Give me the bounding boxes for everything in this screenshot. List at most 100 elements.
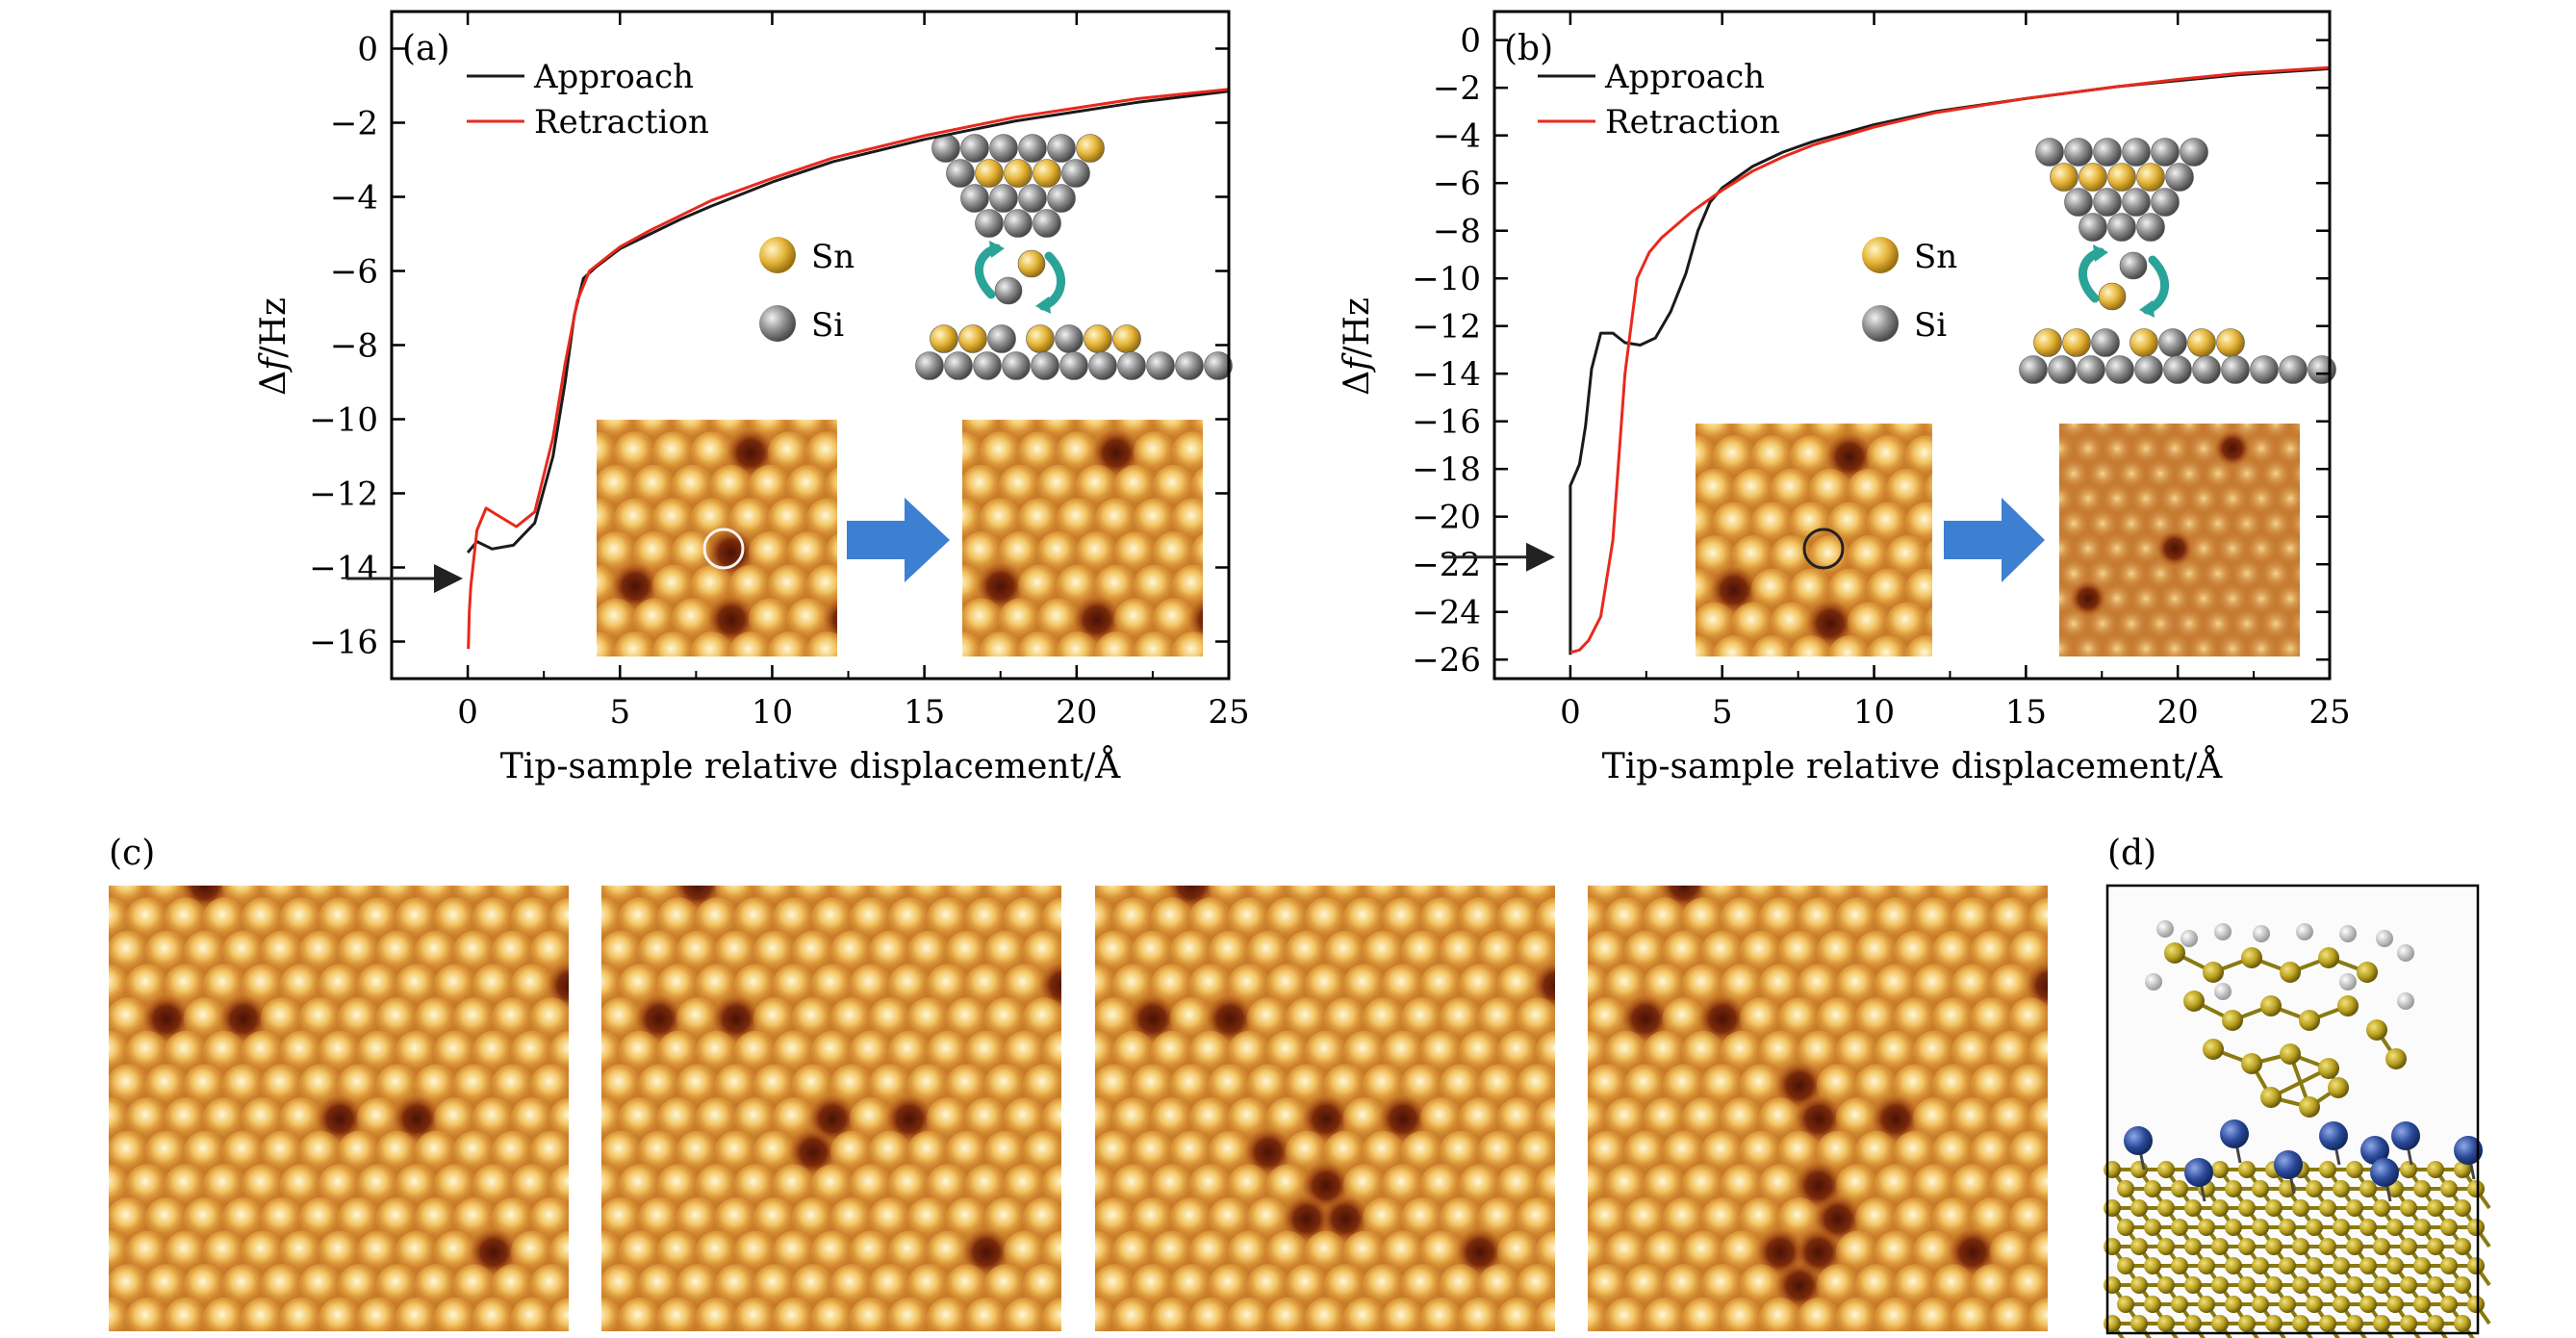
atom-spot [1131,930,1175,974]
atom-spot [1833,1330,1843,1331]
atom-spot [810,897,854,941]
atom-spot [183,1130,227,1174]
substrate-atom [2359,1296,2377,1313]
atom-spot [1131,1264,1175,1308]
atom-spot [548,1030,569,1074]
stm-image [1696,424,1932,656]
atom-spot [1228,831,1271,874]
atom-spot [1924,473,1932,507]
atom-spot [491,1130,535,1174]
atom-spot [1696,424,1698,434]
si-atom [2093,138,2122,167]
atom-spot [1739,930,1783,974]
atom-spot [279,1230,323,1274]
atom-spot [1924,540,1932,575]
atom-spot [2274,532,2300,565]
atom-spot [791,997,835,1041]
atom-spot [1750,435,1795,479]
atom-spot [1056,631,1100,656]
atom-spot [733,1297,778,1331]
atom-spot [791,1264,835,1308]
highlight-circle [1802,527,1845,570]
sn-atom [1004,159,1033,188]
si-atom [2158,328,2187,357]
atom-spot [2086,607,2119,640]
substrate-atom [2117,1257,2134,1274]
atom-spot [983,1197,1028,1241]
substrate-atom [2104,1238,2121,1255]
atom-spot [1528,831,1571,874]
sn-atom [2079,163,2107,192]
atom-spot [1379,1330,1389,1331]
atom-spot [1554,1215,1555,1223]
atom-spot [1041,1164,1061,1208]
atom-spot [452,1064,497,1108]
atom-spot [1211,565,1254,608]
atom-spot [983,1064,1028,1108]
atom-spot [676,1197,720,1241]
atom-spot [1795,1330,1804,1331]
atom-spot [2173,557,2206,590]
atom-spot [1700,1197,1745,1241]
atom-spot [1951,831,1995,874]
atom-spot [770,1330,779,1331]
atom-spot [1712,635,1756,656]
vacancy-spot [219,994,268,1043]
sn-atom [2107,163,2136,192]
substrate-atom [2117,1296,2134,1313]
atom-spot [772,1230,816,1274]
atom-spot [433,1097,477,1141]
vacancy-spot [962,1228,1010,1276]
sn-atom-blue [2274,1150,2303,1179]
atom-spot [548,1230,569,1274]
atom-spot [279,1164,323,1208]
atom-spot [452,1264,497,1308]
substrate-atom [2130,1276,2148,1294]
atom-spot [849,1164,893,1208]
atom-spot [1893,1064,1937,1108]
atom-spot [1227,1097,1271,1141]
atom-spot [529,1130,569,1174]
atom-spot [945,1264,989,1308]
atom-spot [964,1030,1008,1074]
atom-spot [1133,631,1177,656]
atom-spot [1951,1297,1995,1331]
atom-spot [829,1197,874,1241]
y-axis-label-b: Δf/Hz [1338,297,1377,396]
si-atom [987,324,1016,353]
atom-spot [1094,564,1138,608]
atom-spot [671,598,715,642]
si-atom [2165,163,2194,192]
atom-spot [1381,1030,1425,1074]
atom-spot [395,1297,439,1331]
atom-spot [1169,930,1213,974]
atom-spot [651,564,696,608]
atom-spot [695,1030,739,1074]
y-tick-label-a: −6 [330,253,378,292]
atom-spot [1227,897,1271,941]
atom-spot [962,564,984,608]
substrate-atom [2225,1219,2242,1236]
atom-spot [1111,897,1156,941]
atom-spot [2008,1064,2048,1108]
atom-spot [2028,1097,2048,1141]
atom-spot [356,964,400,1008]
atom-spot [1035,831,1079,874]
atom-spot [1171,631,1203,656]
atom-spot [1681,964,1725,1008]
atom-spot [1662,1130,1706,1174]
atom-spot [887,964,931,1008]
y-tick-label-b: −20 [1412,499,1481,537]
atom-spot [849,964,893,1008]
atom-spot [1866,435,1910,479]
sn-atom [2062,328,2091,357]
atom-spot [1075,531,1119,575]
atom-spot [1912,1164,1956,1208]
atom-spot [1074,831,1117,874]
atom-spot [1419,1230,1464,1274]
atom-spot [568,1281,569,1290]
atom-spot [2047,1215,2048,1223]
atom-spot [709,464,753,508]
atom-spot [791,930,835,974]
atom-spot [1133,431,1177,476]
